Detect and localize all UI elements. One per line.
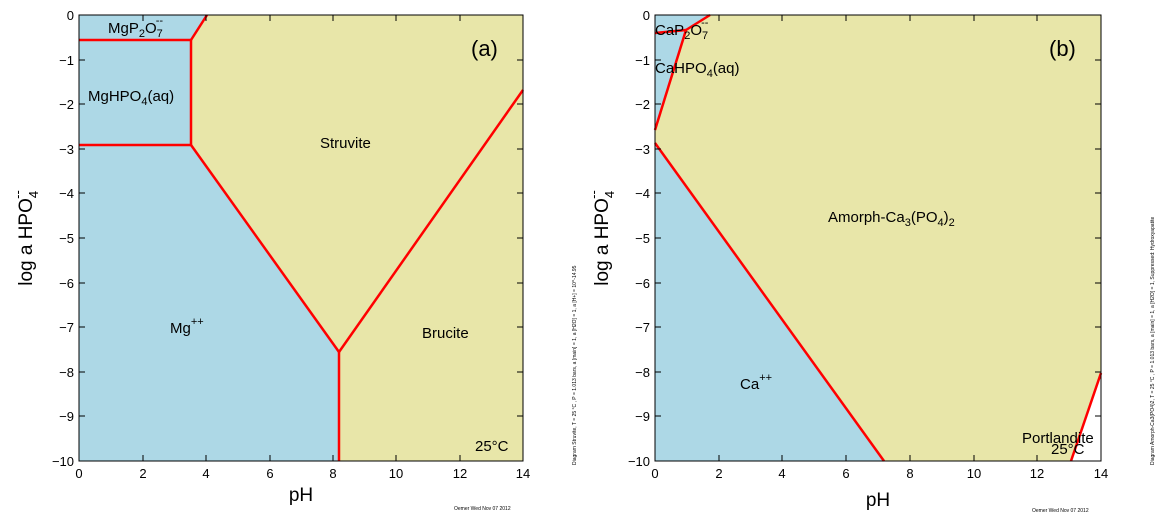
temperature-label-b: 25°C <box>1051 441 1085 458</box>
x-tick-label: 4 <box>778 466 785 481</box>
credit-b: Oemer Wed Nov 07 2012 <box>1032 508 1089 514</box>
y-tick-label: −4 <box>635 186 650 201</box>
field-label-mg: Mg++ <box>170 316 204 337</box>
x-axis-title: pH <box>866 490 890 511</box>
panel-tag-a: (a) <box>471 36 498 61</box>
caption-b: Diagram Amorph-Ca3(PO4)2, T = 25 °C , P … <box>1150 217 1156 465</box>
field-label-mghpo4: MgHPO4(aq) <box>88 88 174 108</box>
x-tick-labels-a: 0 2 4 6 8 10 12 14 <box>75 466 530 481</box>
field-label-brucite: Brucite <box>422 325 469 342</box>
y-tick-label: −6 <box>635 276 650 291</box>
x-tick-label: 2 <box>139 466 146 481</box>
x-tick-label: 2 <box>715 466 722 481</box>
region-mg <box>79 145 339 461</box>
field-label-struvite: Struvite <box>320 135 371 152</box>
y-tick-label: −2 <box>635 97 650 112</box>
boundary-line <box>653 142 886 462</box>
y-tick-label: −10 <box>628 454 650 469</box>
x-tick-label: 4 <box>202 466 209 481</box>
x-tick-label: 0 <box>75 466 82 481</box>
y-tick-label: 0 <box>67 8 74 23</box>
y-tick-label: −7 <box>59 320 74 335</box>
y-tick-label: −7 <box>635 320 650 335</box>
y-tick-labels-a: 0 −1 −2 −3 −4 −5 −6 −7 −8 −9 −10 <box>52 8 74 469</box>
x-tick-label: 0 <box>651 466 658 481</box>
temperature-label-a: 25°C <box>475 438 509 455</box>
boundary-line <box>654 28 687 35</box>
y-tick-label: −8 <box>59 365 74 380</box>
field-label-mgp2o7: MgP2O7-- <box>108 15 163 40</box>
y-tick-label: −3 <box>59 142 74 157</box>
phase-boundaries-b <box>653 13 1103 462</box>
y-tick-labels-b: 0 −1 −2 −3 −4 −5 −6 −7 −8 −9 −10 <box>628 8 650 469</box>
panel-tag-b: (b) <box>1049 36 1076 61</box>
x-axis-title: pH <box>289 485 313 506</box>
x-tick-labels-b: 0 2 4 6 8 10 12 14 <box>651 466 1108 481</box>
region-mghpo4 <box>79 40 191 145</box>
region-mgp2o7 <box>79 15 207 40</box>
field-label-amorph: Amorph-Ca3(PO4)2 <box>828 209 955 229</box>
x-tick-label: 8 <box>329 466 336 481</box>
x-tick-label: 14 <box>516 466 530 481</box>
boundary-line <box>189 14 209 41</box>
y-tick-label: −4 <box>59 186 74 201</box>
x-tick-label: 10 <box>389 466 403 481</box>
boundary-line <box>337 89 525 353</box>
y-tick-label: −3 <box>635 142 650 157</box>
phase-boundaries-a <box>79 14 525 461</box>
y-axis-title: log a HPO4-- <box>10 190 41 286</box>
y-tick-label: −9 <box>59 409 74 424</box>
x-tick-label: 6 <box>842 466 849 481</box>
x-tick-label: 14 <box>1094 466 1108 481</box>
credit-a: Oemer Wed Nov 07 2012 <box>454 506 511 512</box>
x-tick-label: 12 <box>1030 466 1044 481</box>
field-label-cap2o7: CaP2O7-- <box>655 17 709 42</box>
field-label-ca: Ca++ <box>740 372 772 393</box>
y-tick-label: −8 <box>635 365 650 380</box>
y-tick-label: −9 <box>635 409 650 424</box>
y-tick-label: −5 <box>635 231 650 246</box>
panel-a: 0 2 4 6 8 10 12 14 0 −1 −2 −3 −4 −5 −6 −… <box>10 8 578 512</box>
boundary-line <box>189 144 341 353</box>
y-tick-label: −6 <box>59 276 74 291</box>
y-tick-label: 0 <box>643 8 650 23</box>
y-axis-title: log a HPO4-- <box>586 190 617 286</box>
region-brucite <box>339 90 523 461</box>
field-label-cahpo4: CaHPO4(aq) <box>655 60 740 80</box>
x-tick-label: 6 <box>266 466 273 481</box>
x-tick-label: 8 <box>906 466 913 481</box>
boundary-line <box>685 13 711 32</box>
boundary-line <box>1069 372 1103 462</box>
y-tick-label: −2 <box>59 97 74 112</box>
panel-b: 0 2 4 6 8 10 12 14 0 −1 −2 −3 −4 −5 −6 −… <box>586 8 1156 514</box>
y-tick-label: −10 <box>52 454 74 469</box>
ticks-a <box>78 14 523 462</box>
x-tick-label: 12 <box>453 466 467 481</box>
boundary-line <box>653 29 688 131</box>
field-label-portlandite: Portlandite <box>1022 430 1094 447</box>
y-tick-label: −1 <box>635 53 650 68</box>
caption-a: Diagram Struvite, T = 25 °C , P = 1.013 … <box>572 265 578 465</box>
region-cap2o7 <box>655 15 710 33</box>
region-struvite <box>191 15 523 352</box>
x-tick-label: 10 <box>967 466 981 481</box>
region-amorph <box>655 15 1101 461</box>
y-tick-label: −5 <box>59 231 74 246</box>
ticks-b <box>654 14 1101 462</box>
y-tick-label: −1 <box>59 53 74 68</box>
